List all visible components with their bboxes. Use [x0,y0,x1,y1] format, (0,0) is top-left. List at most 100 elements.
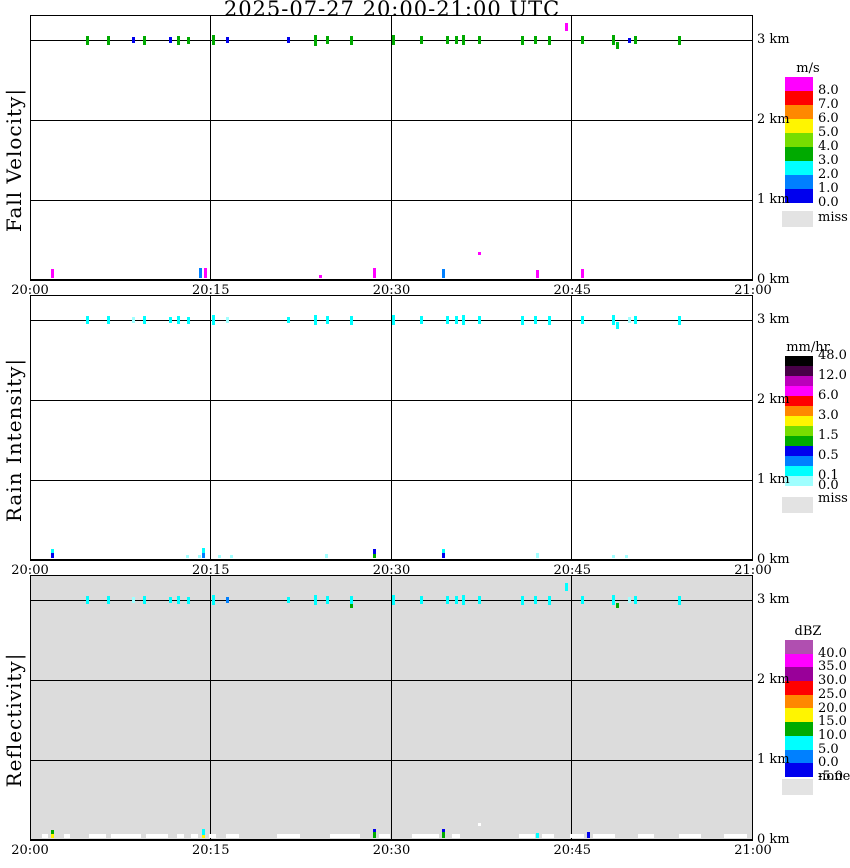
y-tick-label: 0 km [757,832,790,847]
data-mark [350,604,353,609]
colorbar-cell [785,456,813,466]
colorbar-tick-label: 48.0 [818,348,847,363]
grid-line-h [31,480,752,481]
data-mark [446,316,450,324]
grid-line-v [390,16,392,279]
colorbar-cell [785,426,813,436]
data-mark [534,596,538,604]
colorbar-tick-label: 1.5 [818,428,839,443]
x-tick-label: 20:45 [553,563,591,578]
colorbar-scale [785,356,813,486]
colorbar-tick-label: 2.0 [818,167,839,182]
data-mark [379,834,390,838]
data-mark [176,834,184,838]
colorbar-tick-label: 4.0 [818,139,839,154]
data-mark [51,269,55,278]
x-tick-label: 20:30 [372,283,411,298]
data-mark [419,36,423,44]
data-mark [564,583,568,592]
data-mark [325,36,329,44]
data-mark [225,317,229,323]
data-mark [616,42,620,50]
y-tick-label: 3 km [757,32,790,47]
colorbar-tick-label: 8.0 [818,83,839,98]
data-mark [51,553,55,558]
data-mark [392,315,396,325]
grid-line-v [571,576,573,839]
data-mark [441,553,445,558]
y-tick-label: 1 km [757,192,790,207]
data-mark [287,597,291,603]
data-mark [169,597,173,603]
grid-line-v [571,16,573,279]
data-mark [477,36,481,44]
colorbar-missing-label: none [818,769,850,784]
data-mark [477,822,481,826]
data-mark [131,37,135,43]
colorbar-cell [785,749,813,764]
colorbar-missing-label: miss [818,210,848,225]
y-tick-label: 3 km [757,592,790,607]
colorbar-tick-label: 30.0 [818,673,847,689]
data-mark [372,554,376,558]
data-mark [634,596,638,604]
data-mark [176,316,180,324]
data-mark [204,268,208,278]
grid-line-v [390,296,392,559]
data-mark [186,555,190,558]
colorbar-missing-swatch [782,779,813,795]
colorbar-missing-swatch [782,497,813,513]
data-mark [169,317,173,323]
y-tick-label: 0 km [757,552,790,567]
data-mark [392,595,396,605]
data-mark [581,596,585,604]
colorbar-cell [785,119,813,133]
data-mark [226,834,240,838]
x-tick-label: 20:15 [192,843,230,858]
colorbar-cell [785,763,813,777]
colorbar-cell [785,406,813,416]
data-mark [142,596,146,604]
colorbar-cell [785,722,813,736]
data-mark [547,315,551,325]
x-tick-label: 20:30 [372,563,411,578]
colorbar-cell [785,77,813,91]
data-mark [454,36,458,44]
colorbar-missing-swatch [782,211,813,227]
colorbar-tick-label: 3.0 [818,408,839,423]
colorbar-tick-label: 35.0 [818,659,847,675]
grid-line-h [31,760,752,761]
colorbar-missing-label: miss [818,491,848,506]
data-mark [587,832,591,838]
data-mark [462,35,466,45]
data-mark [592,834,616,838]
data-mark [638,834,654,838]
grid-line-h [31,320,752,321]
colorbar-cell [785,161,813,175]
data-mark [350,35,353,45]
colorbar-cell [785,476,813,486]
data-mark [569,834,585,838]
data-mark [616,322,620,330]
colorbar-cell [785,446,813,456]
data-mark [201,548,205,553]
data-mark [329,834,360,838]
data-mark [677,595,681,605]
data-mark [477,596,481,604]
y-tick-label: 0 km [757,272,790,287]
data-mark [634,36,638,44]
data-mark [225,37,229,43]
x-tick-label: 21:00 [734,283,772,298]
data-mark [534,316,538,324]
colorbar-cell [785,386,813,396]
grid-line-h [31,40,752,41]
data-mark [451,834,460,838]
data-mark [276,834,300,838]
data-mark [624,555,628,558]
data-mark [86,35,90,45]
colorbar-cell [785,396,813,406]
data-mark [419,316,423,324]
data-mark [372,829,376,832]
data-mark [313,595,317,605]
data-mark [628,37,632,43]
